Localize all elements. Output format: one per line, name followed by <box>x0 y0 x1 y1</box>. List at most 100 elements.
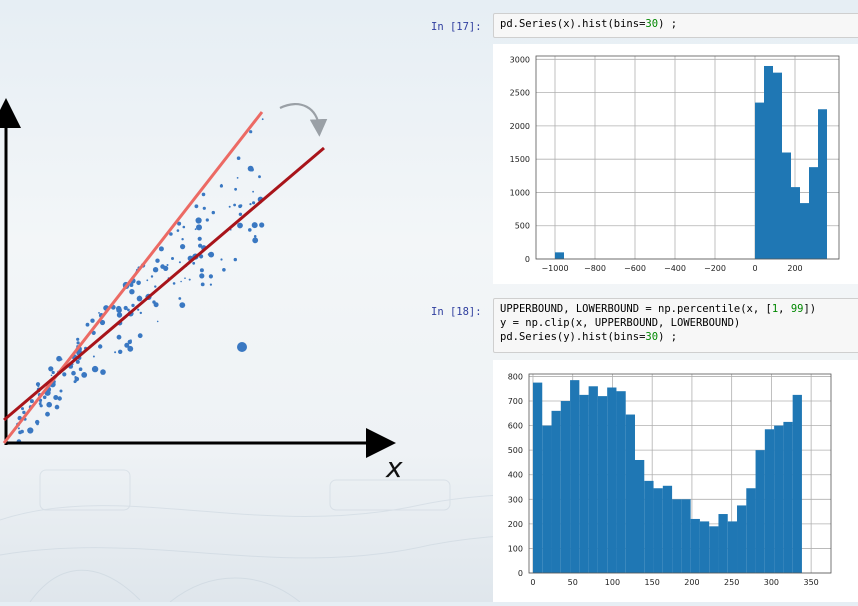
scatter-point <box>259 222 265 228</box>
scatter-point <box>39 404 43 408</box>
scatter-point <box>29 399 34 404</box>
x-tick-label: 0 <box>752 264 757 273</box>
scatter-point <box>252 190 255 193</box>
scatter-point <box>62 372 67 377</box>
scatter-point <box>48 366 54 372</box>
histogram-bar <box>555 252 564 259</box>
x-tick-label: −800 <box>584 264 606 273</box>
scatter-point <box>116 334 122 340</box>
y-tick-label: 100 <box>508 544 523 553</box>
histogram-bar <box>662 485 673 573</box>
code-line-3: pd.Series(y).hist(bins=30) ; <box>500 331 678 343</box>
x-tick-label: 50 <box>568 578 578 587</box>
scatter-point <box>180 244 186 250</box>
scatter-point <box>137 333 143 339</box>
histogram-bar <box>560 401 571 573</box>
histogram-bar <box>737 505 747 573</box>
histogram-bar <box>672 499 682 573</box>
scatter-point <box>194 228 197 231</box>
scatter-point <box>129 289 135 295</box>
scatter-point <box>261 118 264 121</box>
scatter-point <box>131 303 135 308</box>
histogram-bar <box>783 421 793 573</box>
histogram-bar <box>746 488 756 573</box>
scatter-point <box>21 407 24 411</box>
outlier-point <box>237 342 247 352</box>
scatter-point <box>205 218 209 222</box>
rotate-arrow-icon <box>279 102 328 137</box>
scatter-point <box>237 222 243 229</box>
histogram-bar <box>681 499 691 573</box>
scatter-point <box>247 165 254 172</box>
x-tick-label: 350 <box>803 578 818 587</box>
histogram-bar <box>709 526 719 573</box>
scatter-point <box>160 264 165 269</box>
scatter-point <box>36 422 39 426</box>
scatter-point <box>194 204 199 209</box>
code-line-1: UPPERBOUND, LOWERBOUND = np.percentile(x… <box>500 303 817 315</box>
scatter-point <box>171 257 174 260</box>
y-tick-label: 400 <box>508 471 523 480</box>
x-tick-label: 100 <box>605 578 620 587</box>
scatter-point <box>239 204 243 208</box>
histogram-bar <box>625 414 635 573</box>
scatter-point <box>60 358 63 361</box>
scatter-point <box>76 337 80 341</box>
scatter-point <box>172 282 176 285</box>
histogram-bar <box>597 396 608 573</box>
histogram-bar <box>616 391 626 573</box>
scatter-point <box>126 308 130 312</box>
histogram-bar <box>774 425 784 573</box>
x-tick-label: −400 <box>664 264 686 273</box>
x-tick-label: 0 <box>530 578 535 587</box>
y-tick-label: 0 <box>525 255 530 264</box>
scatter-point <box>208 274 213 279</box>
scatter-point <box>252 201 256 205</box>
cell-18-input[interactable]: UPPERBOUND, LOWERBOUND = np.percentile(x… <box>493 298 858 353</box>
scatter-point <box>249 130 253 134</box>
y-tick-label: 500 <box>508 446 523 455</box>
scatter-point <box>129 283 134 287</box>
scatter-point <box>184 277 186 279</box>
y-tick-label: 0 <box>518 569 523 578</box>
histogram-bar <box>532 382 543 573</box>
y-tick-label: 3000 <box>510 55 530 64</box>
scatter-point <box>57 396 62 401</box>
scatter-point <box>139 311 142 315</box>
histogram-bar <box>588 386 598 573</box>
histogram-bar <box>570 380 580 573</box>
histogram-bar <box>792 394 802 573</box>
scatter-point <box>78 367 83 372</box>
x-tick-label: 200 <box>684 578 699 587</box>
histogram-bar <box>764 65 773 259</box>
x-tick-label: −600 <box>624 264 646 273</box>
y-tick-label: 1000 <box>510 188 530 197</box>
scatter-point <box>37 384 40 388</box>
histogram-bar <box>755 102 764 259</box>
histogram-bar <box>653 488 663 573</box>
scatter-point <box>219 184 223 188</box>
scatter-point <box>75 359 80 364</box>
scatter-point <box>22 410 26 415</box>
cell-17-input[interactable]: pd.Series(x).hist(bins=30) ; <box>493 13 858 38</box>
scatter-point <box>251 222 258 229</box>
histogram-bar <box>542 425 552 573</box>
scatter-point <box>236 156 241 160</box>
scatter-point <box>53 395 59 400</box>
cell-17-output: 0 500 1000 1500 2000 2500 3000 −1000 −800 −600 −40… <box>493 44 858 284</box>
scatter-point <box>196 224 202 231</box>
scatter-point <box>211 210 215 215</box>
scatter-point <box>100 369 106 375</box>
scatter-point <box>114 351 117 354</box>
scatter-point <box>129 339 132 342</box>
scatter-point <box>178 297 182 300</box>
scatter-point <box>17 427 20 430</box>
scatter-point <box>74 376 80 382</box>
scatter-point <box>91 365 99 373</box>
scatter-point <box>181 238 184 241</box>
x-tick-label: 150 <box>645 578 660 587</box>
scatter-point <box>198 243 203 248</box>
histogram-bar <box>818 109 827 259</box>
x-tick-label: 200 <box>787 264 802 273</box>
scatter-point <box>45 411 50 417</box>
